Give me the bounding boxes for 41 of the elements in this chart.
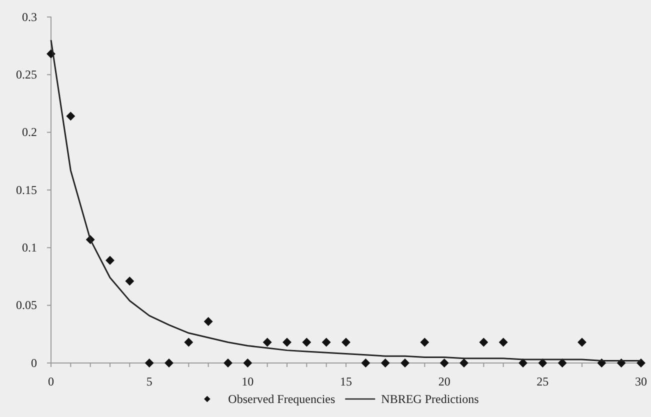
point	[144, 358, 154, 368]
point	[322, 338, 331, 347]
point	[204, 317, 213, 326]
point	[66, 112, 76, 121]
point	[184, 338, 194, 347]
x-tick-label: 30	[635, 374, 647, 389]
legend-label: NBREG Predictions	[381, 392, 480, 406]
point	[282, 338, 292, 347]
y-tick-label: 0.25	[16, 68, 37, 82]
point	[498, 338, 508, 347]
point	[361, 358, 370, 368]
point	[420, 338, 430, 347]
point	[342, 338, 350, 347]
y-tick-label: 0.1	[22, 240, 37, 255]
y-tick-label: 0	[31, 356, 37, 370]
point	[380, 358, 390, 368]
x-tick-label: 0	[48, 374, 54, 389]
point	[558, 358, 567, 368]
point	[262, 338, 272, 347]
y-tick-label: 0.15	[16, 182, 37, 197]
point	[400, 358, 410, 368]
y-tick-label: 0.05	[16, 298, 37, 312]
x-tick-label: 5	[146, 374, 152, 389]
point	[106, 256, 114, 265]
x-tick-label: 20	[438, 374, 450, 389]
point	[243, 358, 252, 368]
x-tick-label: 25	[536, 374, 549, 389]
point	[302, 338, 312, 347]
y-tick-label: 0.2	[22, 125, 37, 140]
point	[578, 338, 586, 347]
x-tick-label: 15	[340, 374, 352, 389]
point	[440, 358, 449, 368]
point	[224, 358, 232, 368]
point	[125, 276, 134, 286]
legend-label: Observed Frequencies	[228, 392, 336, 406]
x-tick-label: 10	[242, 374, 254, 389]
point	[479, 338, 488, 347]
point	[164, 358, 174, 368]
point	[460, 358, 468, 368]
y-tick-label: 0.3	[22, 10, 37, 24]
point	[538, 358, 548, 368]
